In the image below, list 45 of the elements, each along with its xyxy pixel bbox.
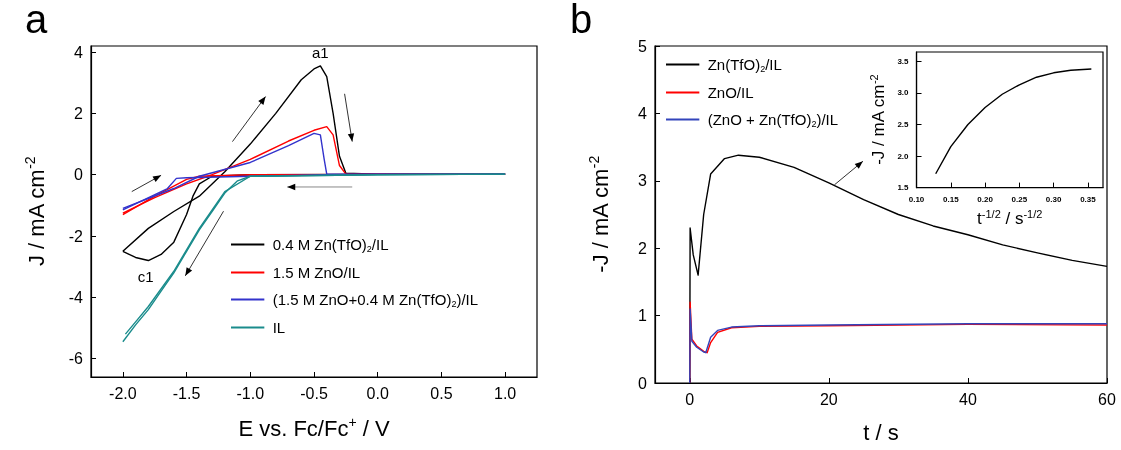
chart-title: b <box>570 0 593 41</box>
x-axis-title: E vs. Fc/Fc+ / V <box>238 414 390 441</box>
y-tick-label: 2.0 <box>897 151 910 161</box>
x-tick-label: 0.35 <box>1080 195 1097 205</box>
x-tick-label: -0.5 <box>300 384 328 402</box>
x-tick-label: -2.0 <box>109 384 137 402</box>
x-axis-title: t / s <box>863 419 899 445</box>
x-tick-label: 0.20 <box>977 195 994 205</box>
annotation: a1 <box>312 43 329 61</box>
x-tick-label: 0.5 <box>430 384 453 402</box>
y-tick-label: 3 <box>638 172 648 190</box>
x-tick-label: -1.0 <box>236 384 265 402</box>
x-tick-label: 0.15 <box>943 195 960 205</box>
y-tick-label: -2 <box>68 227 84 245</box>
x-tick-label: 20 <box>819 390 838 408</box>
legend-label: IL <box>272 319 286 336</box>
y-tick-label: -6 <box>68 350 84 368</box>
y-axis-title: -J / mA cm-2 <box>586 155 613 273</box>
x-tick-label: 0 <box>685 390 695 408</box>
chart-title: a <box>25 0 48 41</box>
y-tick-label: 4 <box>74 43 84 61</box>
x-tick-label: 0.30 <box>1045 195 1062 205</box>
y-tick-label: 0 <box>74 166 84 184</box>
x-tick-label: 0.25 <box>1011 195 1028 205</box>
x-tick-label: 40 <box>959 390 977 408</box>
x-tick-label: 1.0 <box>494 384 517 402</box>
y-tick-label: 3.0 <box>897 88 910 98</box>
legend-label: ZnO/IL <box>707 84 754 101</box>
y-tick-label: 3.5 <box>897 56 910 66</box>
y-tick-label: 2 <box>74 104 84 122</box>
x-tick-label: 0.10 <box>908 195 925 205</box>
y-axis-title: -J / mA cm-2 <box>867 74 888 165</box>
annotation: c1 <box>137 267 154 285</box>
x-tick-label: 60 <box>1098 390 1116 408</box>
x-tick-label: -1.5 <box>172 384 201 402</box>
legend-label: 1.5 M ZnO/IL <box>272 264 361 281</box>
y-tick-label: 4 <box>638 104 648 122</box>
y-tick-label: 1 <box>638 307 648 325</box>
y-tick-label: 1.5 <box>897 183 910 193</box>
y-tick-label: 5 <box>638 37 648 55</box>
y-tick-label: 2.5 <box>897 120 910 130</box>
y-axis-title: J / mA cm-2 <box>22 156 49 267</box>
x-tick-label: 0.0 <box>366 384 389 402</box>
y-tick-label: -4 <box>68 288 84 306</box>
y-tick-label: 2 <box>638 239 648 257</box>
